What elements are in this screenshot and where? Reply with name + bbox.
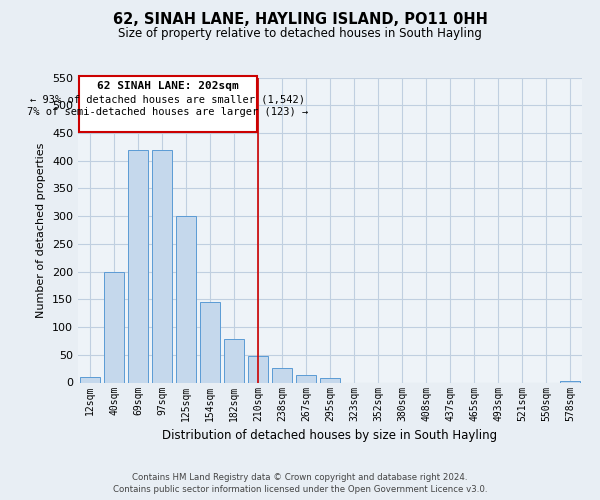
Bar xyxy=(200,302,220,382)
Bar xyxy=(128,150,148,382)
Bar xyxy=(224,339,244,382)
Bar xyxy=(560,381,580,382)
Bar xyxy=(320,378,340,382)
Bar xyxy=(296,376,316,382)
Y-axis label: Number of detached properties: Number of detached properties xyxy=(37,142,46,318)
Bar xyxy=(272,368,292,382)
Bar xyxy=(80,377,100,382)
Text: 62, SINAH LANE, HAYLING ISLAND, PO11 0HH: 62, SINAH LANE, HAYLING ISLAND, PO11 0HH xyxy=(113,12,487,28)
Bar xyxy=(104,272,124,382)
Bar xyxy=(79,76,257,132)
Text: ← 93% of detached houses are smaller (1,542): ← 93% of detached houses are smaller (1,… xyxy=(31,94,305,104)
Bar xyxy=(152,150,172,382)
Text: 7% of semi-detached houses are larger (123) →: 7% of semi-detached houses are larger (1… xyxy=(28,107,308,117)
Text: Size of property relative to detached houses in South Hayling: Size of property relative to detached ho… xyxy=(118,28,482,40)
Text: 62 SINAH LANE: 202sqm: 62 SINAH LANE: 202sqm xyxy=(97,81,239,91)
Bar xyxy=(248,356,268,382)
Bar xyxy=(176,216,196,382)
X-axis label: Distribution of detached houses by size in South Hayling: Distribution of detached houses by size … xyxy=(163,429,497,442)
Text: Contains HM Land Registry data © Crown copyright and database right 2024.
Contai: Contains HM Land Registry data © Crown c… xyxy=(113,472,487,494)
